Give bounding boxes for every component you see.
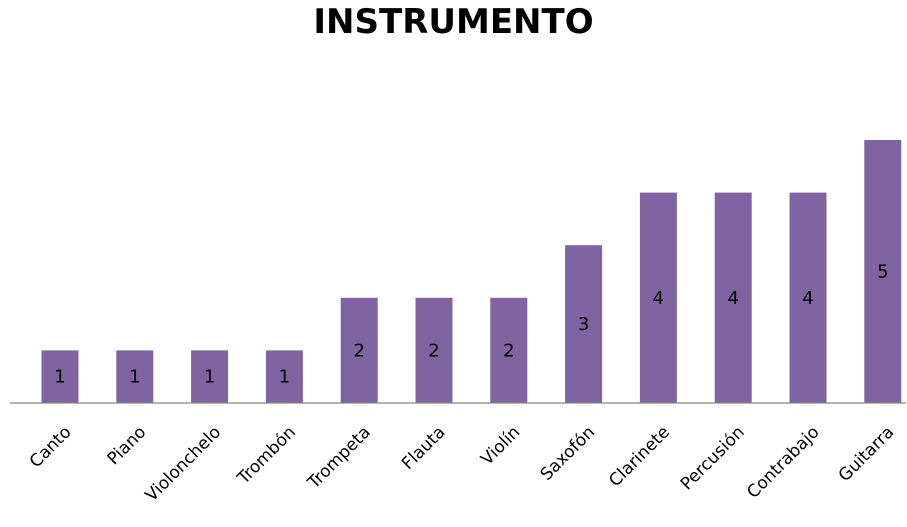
data-label-guitarra: 5 xyxy=(877,262,888,283)
category-label-flauta: Flauta xyxy=(398,422,449,473)
bar-trompeta xyxy=(340,297,378,403)
category-label-trombon: Trombón xyxy=(233,422,300,489)
bar-violin xyxy=(490,297,528,403)
bars-layer: 1 1 1 1 2 2 2 3 4 4 4 5 xyxy=(41,140,902,403)
data-label-canto: 1 xyxy=(54,367,65,388)
category-label-violin: Violín xyxy=(477,422,524,469)
data-label-saxofon: 3 xyxy=(578,314,589,335)
bar-saxofon xyxy=(565,245,603,403)
category-label-canto: Canto xyxy=(26,422,76,472)
data-label-trompeta: 2 xyxy=(353,340,364,361)
bar-guitarra xyxy=(864,140,902,403)
data-label-percusion: 4 xyxy=(727,288,738,309)
category-label-violonchelo: Violonchelo xyxy=(142,422,225,505)
category-label-trompeta: Trompeta xyxy=(303,422,374,493)
bar-flauta xyxy=(415,297,453,403)
bar-piano xyxy=(116,350,154,403)
category-label-percusion: Percusión xyxy=(677,422,749,494)
category-label-piano: Piano xyxy=(104,422,151,469)
category-label-clarinete: Clarinete xyxy=(605,422,674,491)
bar-percusion xyxy=(714,192,752,403)
category-label-contrabajo: Contrabajo xyxy=(743,422,823,502)
data-label-trombon: 1 xyxy=(279,367,290,388)
category-label-guitarra: Guitarra xyxy=(835,422,899,486)
bar-clarinete xyxy=(639,192,677,403)
data-label-violin: 2 xyxy=(503,340,514,361)
bar-trombon xyxy=(265,350,303,403)
category-label-saxofon: Saxofón xyxy=(537,422,599,484)
data-label-piano: 1 xyxy=(129,367,140,388)
bar-violonchelo xyxy=(191,350,229,403)
data-label-flauta: 2 xyxy=(428,340,439,361)
bar-contrabajo xyxy=(789,192,827,403)
data-label-contrabajo: 4 xyxy=(802,288,813,309)
chart-title: INSTRUMENTO xyxy=(313,2,594,42)
data-label-clarinete: 4 xyxy=(653,288,664,309)
bar-canto xyxy=(41,350,79,403)
data-label-violonchelo: 1 xyxy=(204,367,215,388)
